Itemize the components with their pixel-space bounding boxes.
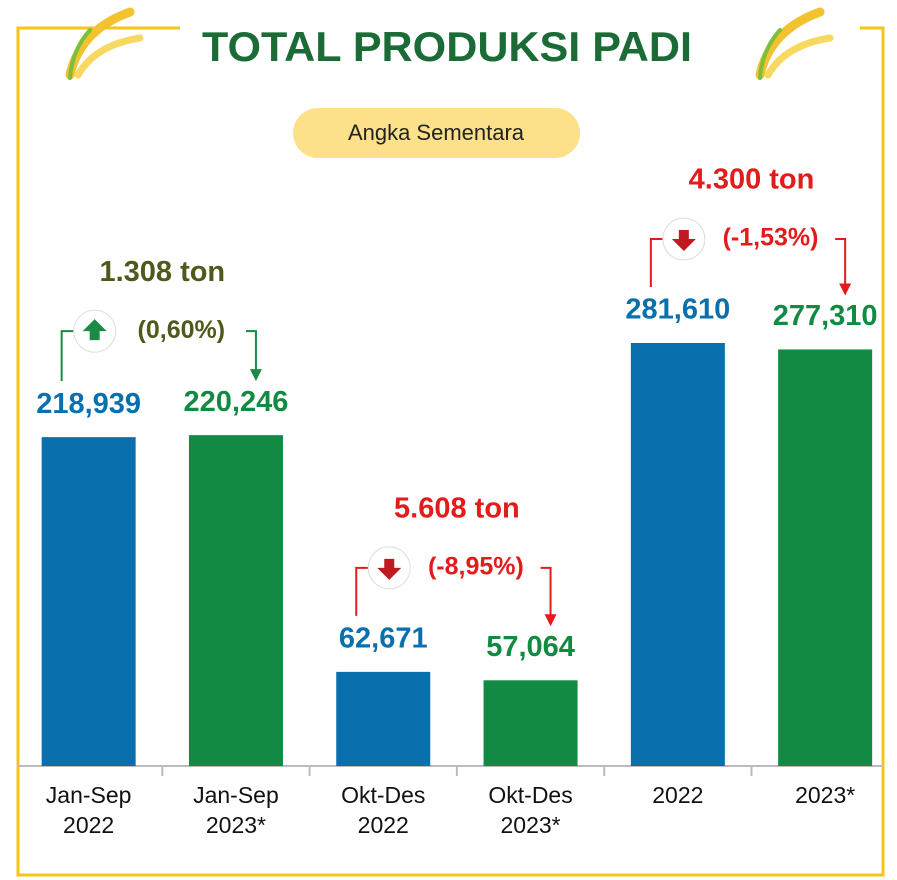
- x-tick-label: Okt-Des 2023*: [476, 780, 586, 840]
- bar: [778, 349, 872, 766]
- x-tick-label: 2023*: [770, 780, 880, 810]
- value-label: 220,246: [184, 386, 289, 418]
- bar: [484, 680, 578, 766]
- arrow-head: [545, 614, 557, 626]
- chart-title: TOTAL PRODUKSI PADI: [202, 23, 692, 70]
- bar: [631, 343, 725, 766]
- change-percent: (-1,53%): [723, 224, 819, 252]
- rice-icon: [70, 12, 140, 78]
- change-amount: 1.308 ton: [99, 256, 225, 288]
- value-label: 57,064: [486, 631, 575, 663]
- x-tick-label: 2022: [623, 780, 733, 810]
- value-label: 218,939: [36, 388, 141, 420]
- value-label: 62,671: [339, 623, 428, 655]
- x-tick-label: Jan-Sep 2022: [34, 780, 144, 840]
- arrow-head: [839, 283, 851, 295]
- value-label: 277,310: [773, 300, 878, 332]
- change-amount: 5.608 ton: [394, 493, 520, 525]
- x-tick-label: Okt-Des 2022: [328, 780, 438, 840]
- change-percent: (0,60%): [138, 316, 226, 344]
- bar: [42, 437, 136, 766]
- page: TOTAL PRODUKSI PADI Angka Sementara 218,…: [0, 0, 897, 880]
- subtitle: Angka Sementara: [348, 120, 525, 145]
- change-percent: (-8,95%): [428, 552, 524, 580]
- arrow-head: [250, 369, 262, 381]
- chart: TOTAL PRODUKSI PADI Angka Sementara 218,…: [0, 0, 897, 880]
- bar: [336, 672, 430, 766]
- bar: [189, 435, 283, 766]
- x-tick-label: Jan-Sep 2023*: [181, 780, 291, 840]
- rice-icon: [760, 12, 830, 78]
- value-label: 281,610: [625, 294, 730, 326]
- change-amount: 4.300 ton: [689, 164, 815, 196]
